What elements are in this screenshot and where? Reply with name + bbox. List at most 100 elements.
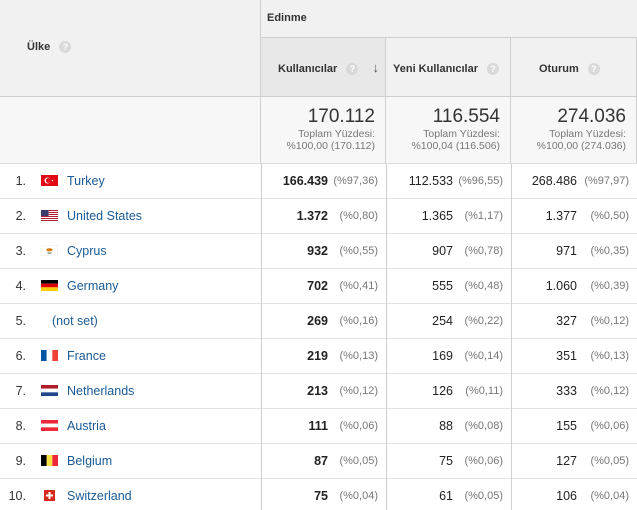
- row-index: 4.: [15, 279, 26, 293]
- users-percent: (%0,16): [339, 315, 378, 327]
- users-value: 166.439: [282, 174, 328, 188]
- new-users-cell: 112.533 (%96,55): [386, 164, 511, 199]
- new-users-percent: (%0,22): [464, 315, 503, 327]
- country-link[interactable]: France: [67, 349, 106, 363]
- table-row: 10. Switzerland 75 (%0,04) 61 (%0,05) 106 (%0,0…: [0, 479, 637, 510]
- country-link[interactable]: Austria: [67, 419, 106, 433]
- acquisition-group-label: Edinme: [267, 12, 307, 24]
- users-total: 170.112: [307, 106, 375, 127]
- new-users-percent: (%96,55): [458, 175, 503, 187]
- users-column-label: Kullanıcılar: [278, 63, 338, 75]
- country-link[interactable]: Cyprus: [67, 244, 107, 258]
- country-column-label: Ülke: [27, 41, 51, 53]
- new-users-cell: 126 (%0,11): [386, 374, 511, 409]
- users-percent: (%0,12): [339, 385, 378, 397]
- new-users-percent: (%0,06): [464, 455, 503, 467]
- new-users-percent: (%0,05): [464, 490, 503, 502]
- help-icon[interactable]: ?: [59, 41, 72, 54]
- table-row: 4. Germany 702 (%0,41) 555 (%0,48) 1.060 (%0,39…: [0, 269, 637, 304]
- users-value: 219: [307, 349, 328, 363]
- table-row: 9. Belgium 87 (%0,05) 75 (%0,06) 127 (%0,05): [0, 444, 637, 479]
- sessions-value: 155: [556, 419, 577, 433]
- sessions-value: 1.377: [545, 209, 577, 223]
- sessions-cell: 1.060 (%0,39): [511, 269, 637, 304]
- sessions-value: 351: [556, 349, 577, 363]
- cy-flag-icon: [40, 244, 59, 257]
- new-users-value: 126: [432, 384, 453, 398]
- country-link[interactable]: Germany: [67, 279, 119, 293]
- at-flag-icon: [41, 420, 58, 431]
- sessions-total-cell: 274.036 Toplam Yüzdesi: %100,00 (274.036…: [511, 97, 637, 164]
- sessions-percent: (%97,97): [584, 175, 629, 187]
- users-percent: (%0,41): [339, 280, 378, 292]
- row-index: 9.: [15, 454, 26, 468]
- sessions-percent: (%0,13): [590, 350, 629, 362]
- row-index: 8.: [15, 419, 26, 433]
- new-users-column-header[interactable]: Yeni Kullanıcılar ?: [386, 38, 511, 97]
- table-row: 3. Cyprus 932 (%0,55) 907 (%0,78) 971 (%0,35): [0, 234, 637, 269]
- users-value: 111: [308, 419, 328, 433]
- sessions-percent: (%0,12): [590, 315, 629, 327]
- users-value: 932: [307, 244, 328, 258]
- sort-descending-icon[interactable]: ↓: [372, 60, 380, 75]
- table-row: 2. United States 1.372 (%0,80) 1.365 (%1,17) 1…: [0, 199, 637, 234]
- sessions-percent: (%0,35): [590, 245, 629, 257]
- users-value: 702: [307, 279, 328, 293]
- new-users-value: 88: [439, 419, 453, 433]
- country-link[interactable]: United States: [67, 209, 143, 223]
- users-total-caption: Toplam Yüzdesi:: [298, 128, 375, 140]
- users-cell: 1.372 (%0,80): [261, 199, 386, 234]
- users-percent: (%97,36): [333, 175, 378, 187]
- users-value: 213: [307, 384, 328, 398]
- row-index: 2.: [15, 209, 26, 223]
- users-total-percent: %100,00 (170.112): [286, 140, 375, 152]
- users-percent: (%0,06): [339, 420, 378, 432]
- new-users-percent: (%1,17): [464, 210, 503, 222]
- country-column-header[interactable]: Ülke ?: [0, 0, 261, 97]
- new-users-value: 907: [432, 244, 453, 258]
- users-percent: (%0,80): [339, 210, 378, 222]
- users-percent: (%0,04): [339, 490, 378, 502]
- sessions-value: 327: [556, 314, 577, 328]
- country-link[interactable]: Belgium: [67, 454, 113, 468]
- table-row: 8. Austria 111 (%0,06) 88 (%0,08) 155 (%0,06): [0, 409, 637, 444]
- country-link[interactable]: Switzerland: [67, 489, 132, 503]
- help-icon[interactable]: ?: [587, 63, 600, 76]
- new-users-cell: 1.365 (%1,17): [386, 199, 511, 234]
- new-users-cell: 169 (%0,14): [386, 339, 511, 374]
- sessions-cell: 127 (%0,05): [511, 444, 637, 479]
- new-users-cell: 907 (%0,78): [386, 234, 511, 269]
- new-users-total-cell: 116.554 Toplam Yüzdesi: %100,04 (116.506…: [386, 97, 511, 164]
- row-index: 7.: [15, 384, 26, 398]
- users-cell: 932 (%0,55): [261, 234, 386, 269]
- users-value: 269: [307, 314, 328, 328]
- new-users-percent: (%0,14): [464, 350, 503, 362]
- users-cell: 166.439 (%97,36): [261, 164, 386, 199]
- sessions-column-header[interactable]: Oturum ?: [511, 38, 637, 97]
- sessions-total: 274.036: [557, 106, 626, 127]
- fr-flag-icon: [41, 350, 58, 361]
- new-users-cell: 88 (%0,08): [386, 409, 511, 444]
- country-link[interactable]: Turkey: [67, 174, 105, 188]
- new-users-total-caption: Toplam Yüzdesi:: [423, 128, 500, 140]
- country-link[interactable]: Netherlands: [67, 384, 135, 398]
- users-column-header[interactable]: Kullanıcılar ? ↓: [261, 38, 386, 97]
- table-row: 6. France 219 (%0,13) 169 (%0,14) 351 (%0,13): [0, 339, 637, 374]
- help-icon[interactable]: ?: [346, 63, 359, 76]
- sessions-percent: (%0,50): [590, 210, 629, 222]
- country-link[interactable]: (not set): [52, 314, 98, 328]
- row-index: 3.: [15, 244, 26, 258]
- acquisition-group-header: Edinme: [261, 0, 637, 38]
- sessions-cell: 106 (%0,04): [511, 479, 637, 510]
- help-icon[interactable]: ?: [487, 63, 500, 76]
- sessions-column-label: Oturum: [539, 63, 579, 75]
- row-index: 6.: [15, 349, 26, 363]
- new-users-value: 555: [432, 279, 453, 293]
- row-index: 10.: [8, 489, 26, 503]
- users-cell: 219 (%0,13): [261, 339, 386, 374]
- sessions-percent: (%0,06): [590, 420, 629, 432]
- new-users-value: 254: [432, 314, 453, 328]
- sessions-cell: 971 (%0,35): [511, 234, 637, 269]
- users-cell: 702 (%0,41): [261, 269, 386, 304]
